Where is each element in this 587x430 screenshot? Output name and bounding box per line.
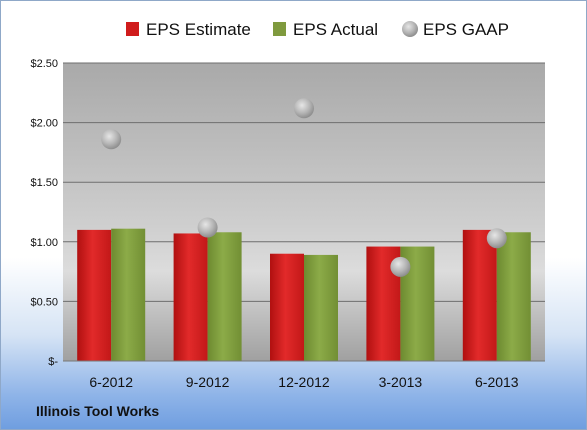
y-tick-label: $2.50	[30, 58, 58, 70]
legend-item-eps-estimate: EPS Estimate	[126, 20, 251, 39]
bar-eps-estimate-9-2012	[173, 233, 208, 361]
legend-item-eps-actual: EPS Actual	[273, 20, 378, 39]
bar-eps-estimate-12-2012	[270, 253, 304, 361]
y-tick-label: $1.50	[30, 177, 58, 189]
x-tick-label: 3-2013	[379, 374, 423, 390]
legend-label: EPS Estimate	[146, 20, 251, 39]
bar-eps-actual-9-2012	[207, 232, 242, 361]
legend-swatch	[126, 22, 139, 36]
company-name: Illinois Tool Works	[36, 403, 160, 419]
y-tick-label: $2.00	[30, 118, 58, 130]
point-eps-gaap-12-2012	[294, 98, 314, 119]
x-tick-label: 12-2012	[278, 374, 330, 390]
bar-eps-actual-6-2013	[496, 232, 531, 361]
bar-eps-actual-6-2012	[111, 228, 146, 361]
y-tick-label: $0.50	[30, 296, 58, 308]
x-tick-label: 9-2012	[186, 374, 230, 390]
y-tick-label: $1.00	[30, 237, 58, 249]
legend-swatch	[273, 22, 286, 36]
legend-label: EPS GAAP	[423, 20, 509, 39]
x-tick-label: 6-2013	[475, 374, 519, 390]
bar-eps-estimate-6-2013	[462, 229, 497, 361]
y-tick-label: $-	[48, 356, 58, 368]
bar-eps-estimate-6-2012	[77, 229, 112, 361]
legend-swatch	[402, 21, 418, 37]
legend-label: EPS Actual	[293, 20, 378, 39]
point-eps-gaap-6-2012	[101, 129, 122, 150]
point-eps-gaap-9-2012	[197, 217, 218, 238]
bar-eps-actual-12-2012	[304, 254, 338, 361]
point-eps-gaap-6-2013	[486, 228, 507, 249]
x-tick-label: 6-2012	[89, 374, 133, 390]
point-eps-gaap-3-2013	[390, 256, 411, 277]
legend-item-eps-gaap: EPS GAAP	[402, 20, 509, 39]
eps-chart: $- $0.50 $1.00 $1.50 $2.00 $2.50 6-2012 9-2012 1…	[30, 20, 545, 390]
